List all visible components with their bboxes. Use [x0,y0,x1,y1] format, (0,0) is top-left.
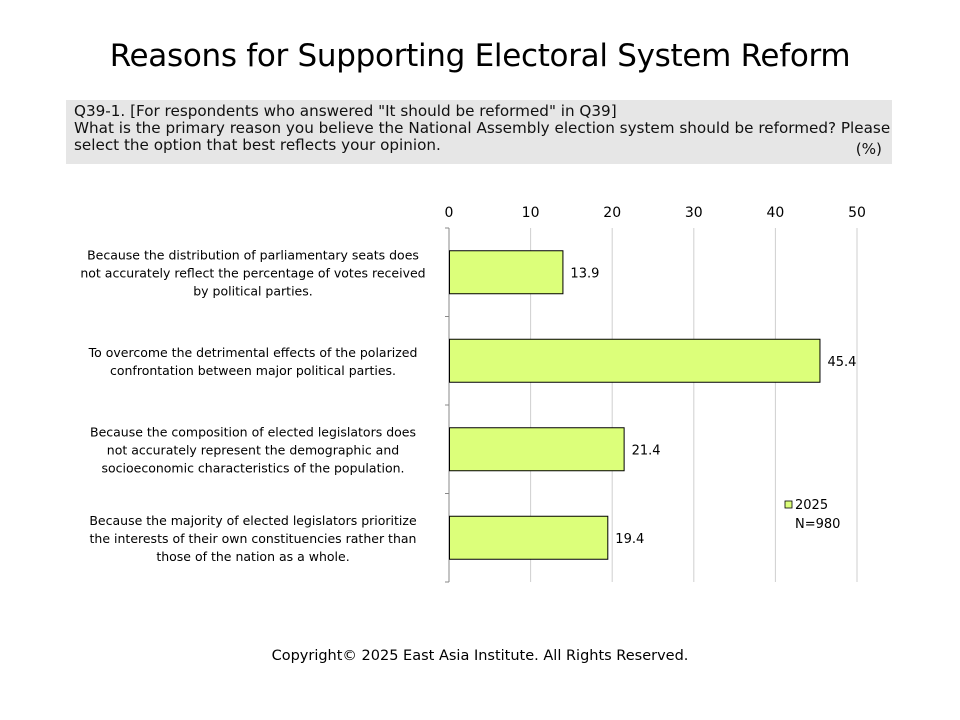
question-line-2: What is the primary reason you believe t… [74,119,891,137]
category-label: not accurately reflect the percentage of… [80,265,425,280]
x-tick-label: 40 [766,205,784,221]
bar [449,515,609,560]
question-line-3: select the option that best reflects you… [74,136,441,154]
legend-note: N=980 [795,517,840,532]
data-label: 19.4 [615,532,644,547]
category-label: Because the composition of elected legis… [90,424,416,439]
category-label: Because the distribution of parliamentar… [87,247,419,262]
x-tick-label: 10 [522,205,540,221]
chart-title: Reasons for Supporting Electoral System … [109,38,851,74]
category-label: not accurately represent the demographic… [107,442,399,457]
bar [449,250,564,295]
x-tick-label: 0 [445,205,454,221]
x-tick-label: 30 [685,205,703,221]
question-line-1: Q39-1. [For respondents who answered "It… [74,102,617,120]
copyright-text: Copyright© 2025 East Asia Institute. All… [271,648,689,664]
category-label: those of the nation as a whole. [156,549,349,564]
category-label: socioeconomic characteristics of the pop… [101,460,404,475]
category-label: confrontation between major political pa… [110,363,396,378]
question-box: Q39-1. [For respondents who answered "It… [66,100,892,164]
bar [449,427,625,472]
data-label: 13.9 [570,266,599,281]
x-tick-label: 20 [603,205,621,221]
data-label: 21.4 [632,443,661,458]
category-label: Because the majority of elected legislat… [89,513,417,528]
bar [449,338,821,383]
category-label: by political parties. [193,283,312,298]
bar-chart: 0 10 20 30 40 50 13.9 Because the distribution … [80,205,866,583]
data-label: 45.4 [827,355,856,370]
unit-label: (%) [855,140,882,158]
legend-label: 2025 [795,498,828,513]
x-tick-label: 50 [848,205,866,221]
category-label: To overcome the detrimental effects of t… [88,345,418,360]
legend-swatch [784,500,793,509]
category-label: the interests of their own constituencie… [90,531,417,546]
